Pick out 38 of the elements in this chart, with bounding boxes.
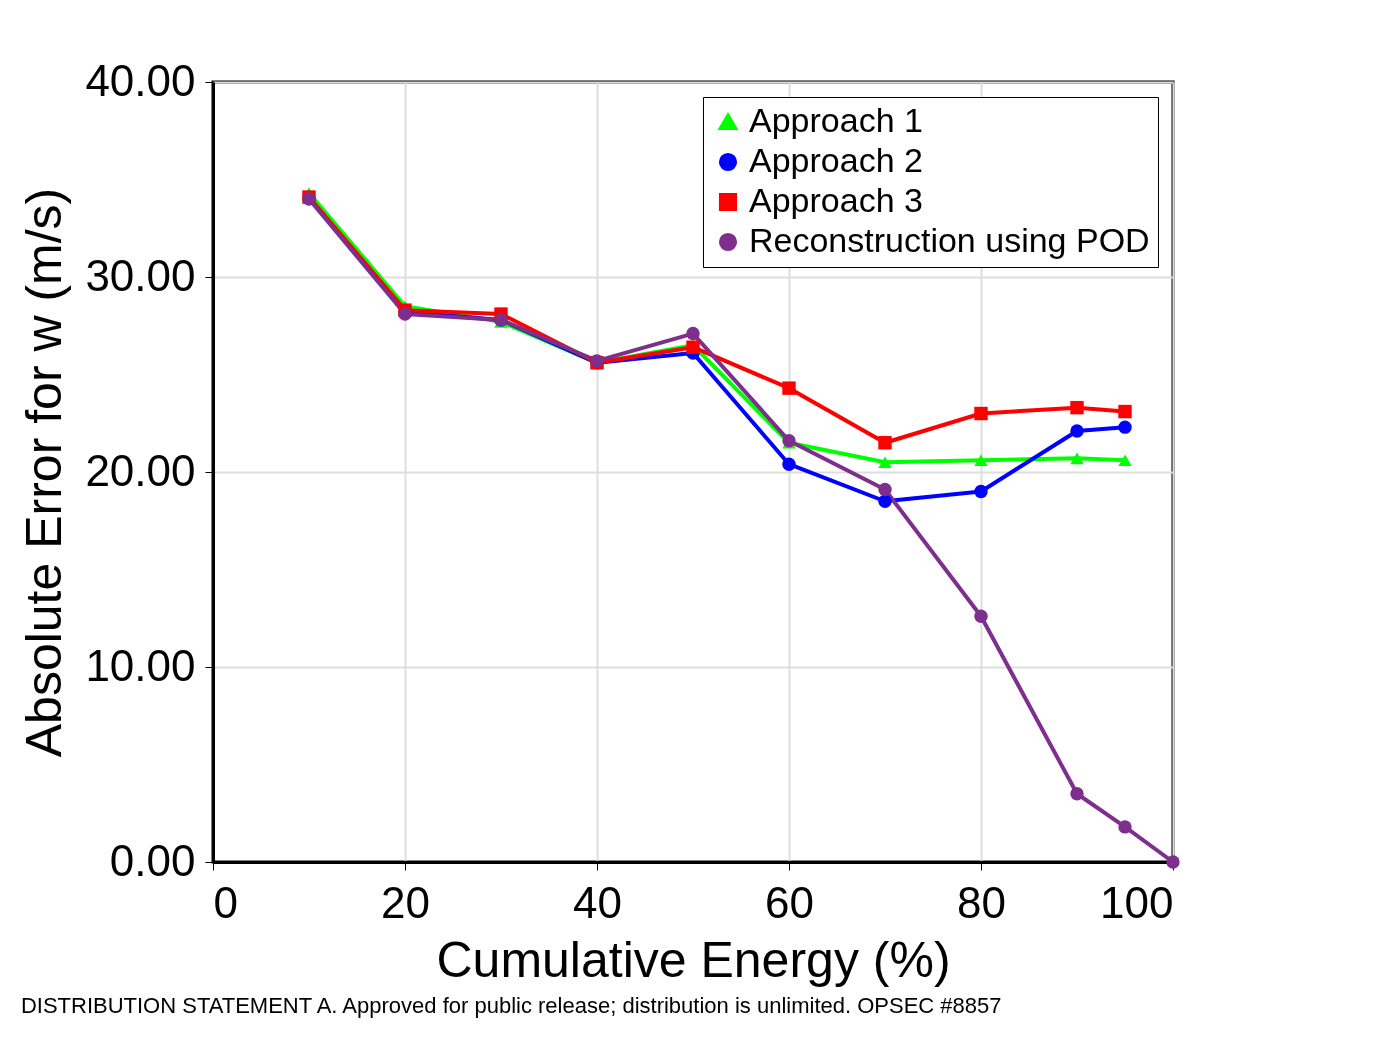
point xyxy=(686,326,700,341)
point xyxy=(878,482,892,497)
legend-label: Approach 2 xyxy=(749,141,923,179)
point xyxy=(878,436,892,450)
y-tick-label: 40.00 xyxy=(85,55,196,105)
point xyxy=(1118,454,1132,467)
x-tick-label: 20 xyxy=(381,877,430,927)
point xyxy=(1118,404,1132,419)
x-tick-label: 0 xyxy=(213,877,238,927)
point xyxy=(782,381,796,395)
x-tick-label: 80 xyxy=(957,877,1006,927)
point xyxy=(1070,787,1084,801)
y-tick-label: 10.00 xyxy=(85,640,196,690)
point xyxy=(974,406,988,421)
legend-label: Approach 1 xyxy=(749,101,923,139)
legend-label: Reconstruction using POD xyxy=(749,221,1150,259)
x-tick-label: 40 xyxy=(573,877,622,927)
point xyxy=(878,494,892,508)
y-axis-title: Absolute Error for w (m/s) xyxy=(16,187,73,758)
point xyxy=(974,609,988,623)
y-tick-label: 20.00 xyxy=(85,445,196,495)
point xyxy=(1070,452,1084,465)
legend-label: Approach 3 xyxy=(749,181,923,219)
x-axis-title: Cumulative Energy (%) xyxy=(436,931,951,988)
point xyxy=(878,456,892,469)
point xyxy=(1166,855,1180,869)
y-tick-label: 0.00 xyxy=(109,835,196,885)
point xyxy=(1118,420,1132,434)
text: DISTRIBUTION STATEMENT A. Approved for public release; distribution is unlimited. OPSEC #8857 xyxy=(20,993,1002,1018)
point xyxy=(974,454,988,467)
point xyxy=(1070,400,1084,415)
point xyxy=(1070,424,1084,438)
point xyxy=(1118,820,1132,834)
x-tick-label: 100 xyxy=(1100,877,1174,927)
y-tick-label: 30.00 xyxy=(85,250,196,300)
x-tick-label: 60 xyxy=(765,877,814,927)
point xyxy=(974,484,988,499)
point xyxy=(782,457,796,471)
